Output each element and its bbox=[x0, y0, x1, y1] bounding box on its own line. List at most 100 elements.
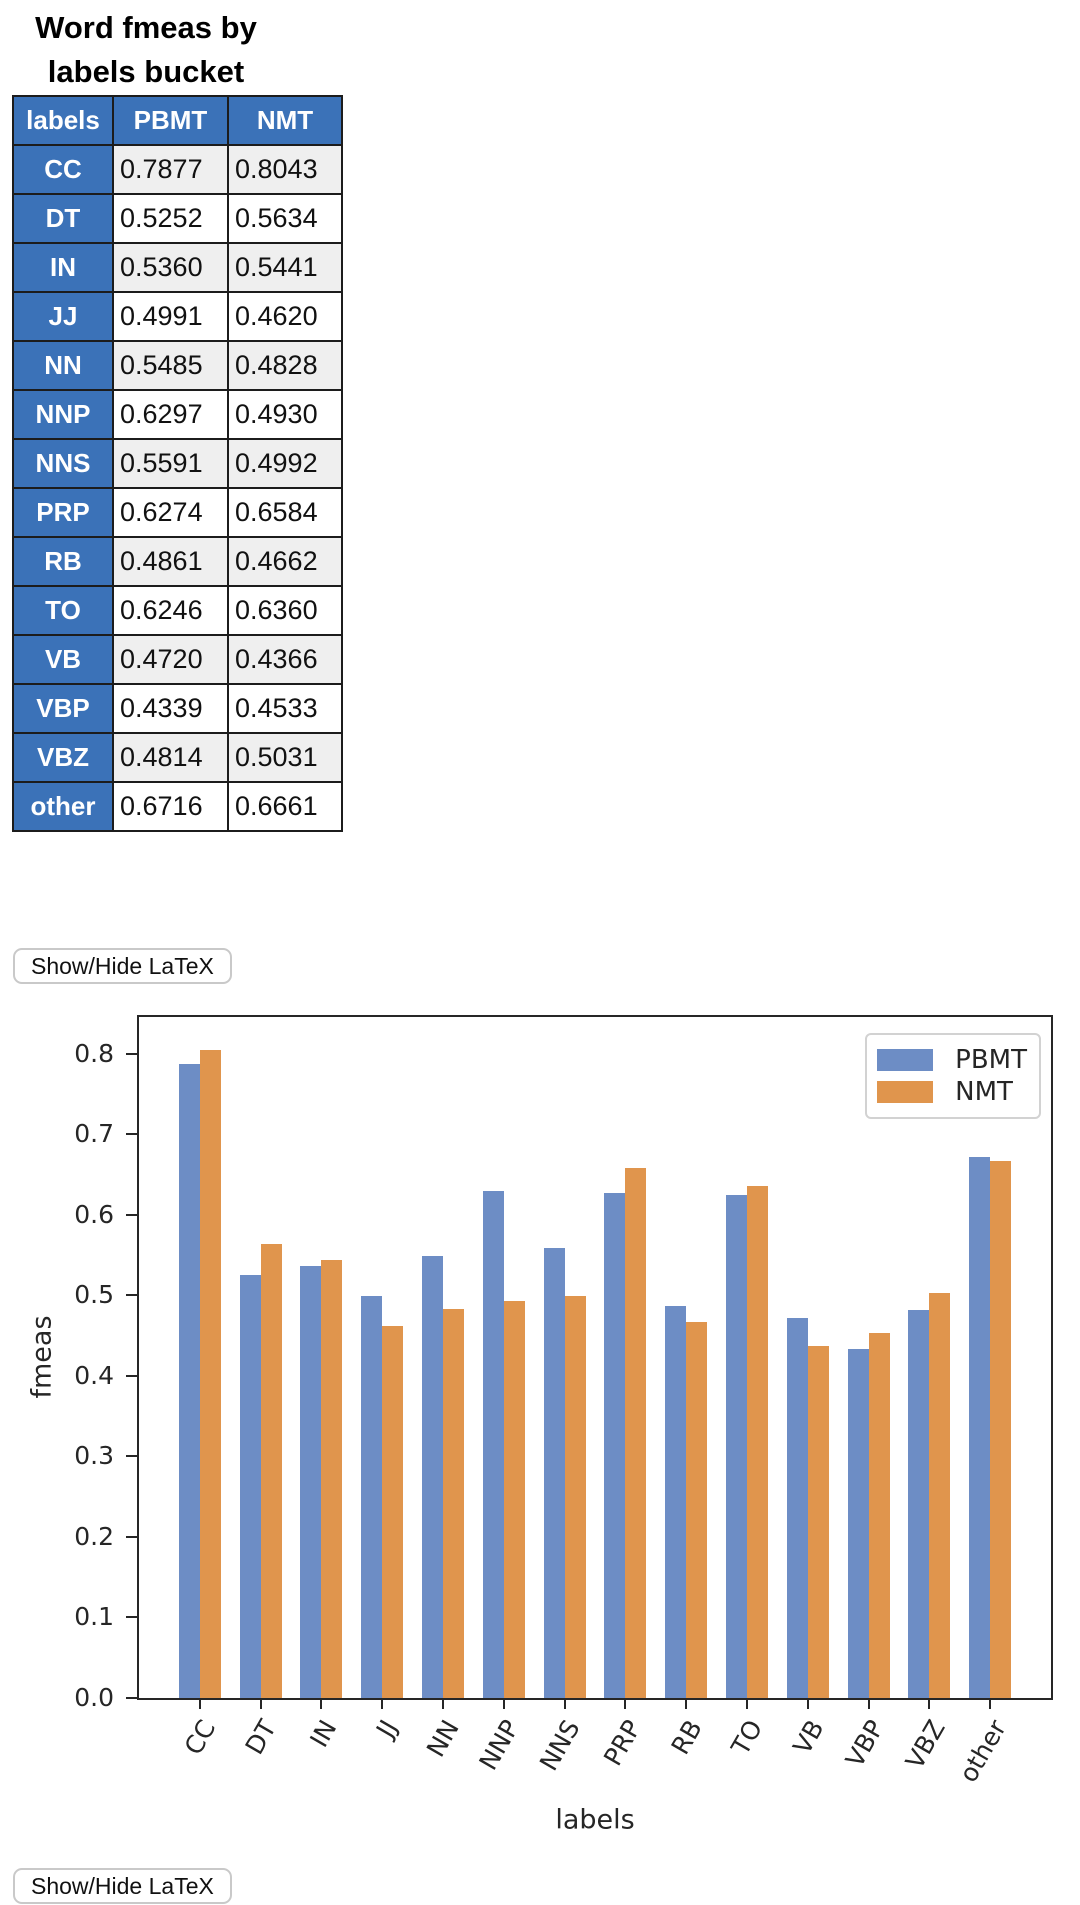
cell-pbmt: 0.5360 bbox=[112, 242, 229, 293]
bar-nmt-VBP bbox=[868, 1332, 890, 1698]
row-label: NNP bbox=[12, 389, 114, 440]
cell-pbmt: 0.5485 bbox=[112, 340, 229, 391]
x-tick-mark bbox=[563, 1698, 566, 1709]
show-hide-latex-button-top[interactable]: Show/Hide LaTeX bbox=[13, 948, 232, 984]
show-hide-latex-button-bottom[interactable]: Show/Hide LaTeX bbox=[13, 1868, 232, 1904]
column-header-labels: labels bbox=[12, 95, 114, 146]
x-tick-mark bbox=[928, 1698, 931, 1709]
cell-nmt: 0.4662 bbox=[227, 536, 343, 587]
cell-nmt: 0.4930 bbox=[227, 389, 343, 440]
bar-pbmt-other bbox=[969, 1157, 991, 1698]
cell-pbmt: 0.5252 bbox=[112, 193, 229, 244]
bar-chart-plot-area: PBMT NMT 0.0 0.1 0.2 0.3 0.4 0.5 0.6 0.7 0.8 CC DT… bbox=[74, 1015, 1053, 1787]
cell-nmt: 0.4620 bbox=[227, 291, 343, 342]
bar-nmt-CC bbox=[199, 1050, 221, 1698]
y-tick-mark bbox=[126, 1213, 137, 1216]
x-tick-mark bbox=[198, 1698, 201, 1709]
legend-swatch-pbmt bbox=[877, 1049, 934, 1071]
legend-label-pbmt: PBMT bbox=[955, 1045, 1027, 1075]
table-row-other: other 0.6716 0.6661 bbox=[12, 781, 343, 832]
cell-nmt: 0.5441 bbox=[227, 242, 343, 293]
y-tick-label: 0.0 bbox=[74, 1683, 114, 1712]
column-header-nmt: NMT bbox=[227, 95, 343, 146]
x-tick-label-NN: NN bbox=[420, 1715, 465, 1762]
y-tick-label: 0.2 bbox=[74, 1521, 114, 1551]
cell-pbmt: 0.4339 bbox=[112, 683, 229, 734]
chart-legend: PBMT NMT bbox=[865, 1033, 1041, 1119]
bar-pbmt-NNP bbox=[482, 1190, 504, 1698]
bar-nmt-DT bbox=[260, 1244, 282, 1698]
cell-nmt: 0.8043 bbox=[227, 144, 343, 195]
bar-pbmt-NNS bbox=[543, 1247, 565, 1698]
fmeas-table: labels PBMT NMT CC 0.7877 0.8043 DT 0.5252 0.56… bbox=[12, 95, 343, 832]
cell-nmt: 0.4992 bbox=[227, 438, 343, 489]
x-tick-label-PRP: PRP bbox=[597, 1715, 647, 1771]
bar-pbmt-VB bbox=[786, 1317, 808, 1698]
bar-nmt-JJ bbox=[382, 1325, 404, 1698]
legend-swatch-nmt bbox=[877, 1081, 934, 1103]
table-row-IN: IN 0.5360 0.5441 bbox=[12, 242, 343, 293]
y-tick-label: 0.3 bbox=[74, 1441, 114, 1471]
y-tick-mark bbox=[126, 1616, 137, 1619]
bar-pbmt-TO bbox=[725, 1194, 747, 1698]
table-title-line1: Word fmeas by bbox=[35, 10, 257, 45]
bar-pbmt-NN bbox=[421, 1256, 443, 1698]
cell-nmt: 0.4828 bbox=[227, 340, 343, 391]
y-tick-label: 0.1 bbox=[74, 1602, 114, 1632]
x-tick-mark bbox=[806, 1698, 809, 1709]
y-tick-label: 0.6 bbox=[74, 1199, 114, 1229]
x-tick-label-NNS: NNS bbox=[534, 1715, 586, 1776]
bar-nmt-TO bbox=[746, 1185, 768, 1698]
y-tick-label: 0.4 bbox=[74, 1360, 114, 1390]
x-tick-mark bbox=[624, 1698, 627, 1709]
x-tick-label-CC: CC bbox=[178, 1715, 222, 1760]
bar-nmt-VB bbox=[807, 1346, 829, 1698]
table-row-CC: CC 0.7877 0.8043 bbox=[12, 144, 343, 195]
bar-pbmt-JJ bbox=[361, 1295, 383, 1698]
table-title-line2: labels bucket bbox=[47, 54, 245, 89]
y-tick-mark bbox=[126, 1052, 137, 1055]
row-label: JJ bbox=[12, 291, 114, 342]
y-tick-mark bbox=[126, 1535, 137, 1538]
x-tick-mark bbox=[320, 1698, 323, 1709]
cell-nmt: 0.4366 bbox=[227, 634, 343, 685]
table-row-VB: VB 0.4720 0.4366 bbox=[12, 634, 343, 685]
bar-nmt-other bbox=[990, 1161, 1012, 1698]
y-tick-mark bbox=[126, 1294, 137, 1297]
row-label: DT bbox=[12, 193, 114, 244]
table-row-JJ: JJ 0.4991 0.4620 bbox=[12, 291, 343, 342]
y-tick-mark bbox=[126, 1133, 137, 1136]
cell-nmt: 0.6360 bbox=[227, 585, 343, 636]
cell-nmt: 0.6661 bbox=[227, 781, 343, 832]
cell-pbmt: 0.6246 bbox=[112, 585, 229, 636]
x-tick-mark bbox=[259, 1698, 262, 1709]
cell-nmt: 0.5634 bbox=[227, 193, 343, 244]
bar-nmt-NNP bbox=[503, 1300, 525, 1698]
bar-nmt-NN bbox=[442, 1309, 464, 1698]
x-tick-label-IN: IN bbox=[304, 1715, 343, 1753]
x-tick-label-VB: VB bbox=[786, 1715, 830, 1760]
row-label: IN bbox=[12, 242, 114, 293]
x-tick-label-TO: TO bbox=[725, 1715, 769, 1760]
row-label: RB bbox=[12, 536, 114, 587]
cell-pbmt: 0.4814 bbox=[112, 732, 229, 783]
bar-nmt-NNS bbox=[564, 1295, 586, 1698]
y-tick-label: 0.5 bbox=[74, 1280, 114, 1310]
bar-pbmt-PRP bbox=[604, 1192, 626, 1698]
row-label: PRP bbox=[12, 487, 114, 538]
table-row-RB: RB 0.4861 0.4662 bbox=[12, 536, 343, 587]
cell-nmt: 0.6584 bbox=[227, 487, 343, 538]
x-tick-mark bbox=[441, 1698, 444, 1709]
cell-nmt: 0.4533 bbox=[227, 683, 343, 734]
x-tick-mark bbox=[381, 1698, 384, 1709]
bar-pbmt-VBZ bbox=[908, 1310, 930, 1698]
table-row-TO: TO 0.6246 0.6360 bbox=[12, 585, 343, 636]
x-tick-label-NNP: NNP bbox=[473, 1715, 526, 1775]
table-row-DT: DT 0.5252 0.5634 bbox=[12, 193, 343, 244]
table-row-NNS: NNS 0.5591 0.4992 bbox=[12, 438, 343, 489]
bar-pbmt-VBP bbox=[847, 1348, 869, 1698]
y-tick-label: 0.8 bbox=[74, 1038, 114, 1068]
table-title: Word fmeas by labels bucket bbox=[0, 6, 292, 94]
x-tick-label-RB: RB bbox=[665, 1715, 708, 1760]
cell-nmt: 0.5031 bbox=[227, 732, 343, 783]
